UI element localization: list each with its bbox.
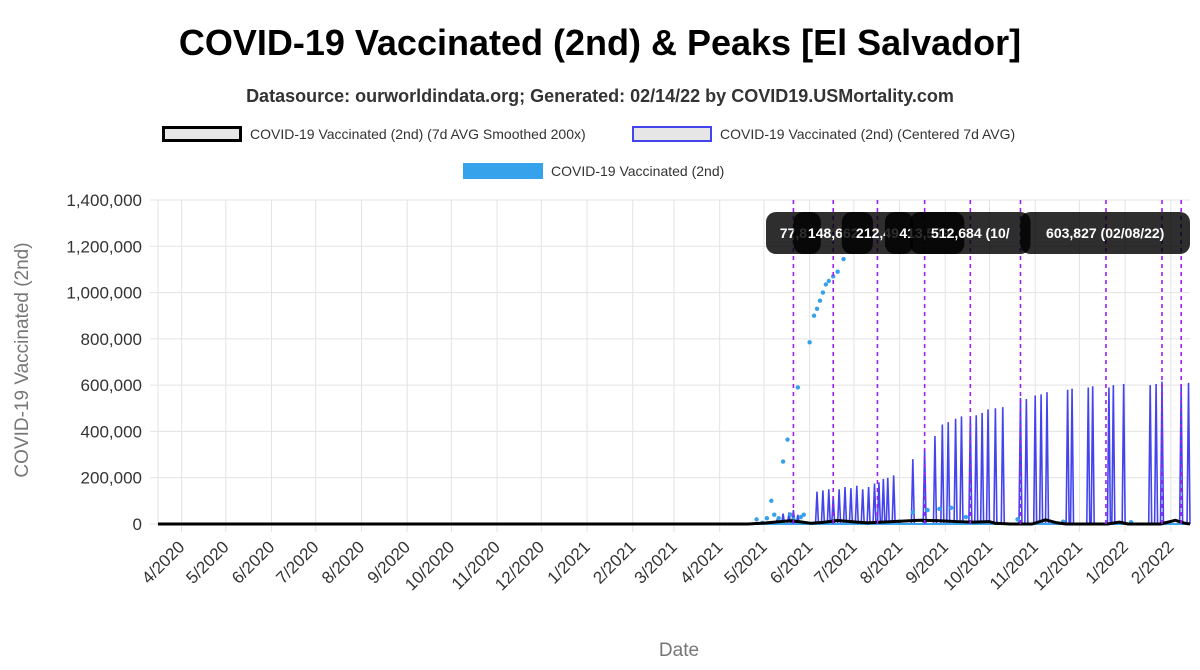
y-axis-ticks: 0 200,000 400,000 600,000 800,000 1,000,000 1,… [66,191,142,534]
y-axis-label: COVID-19 Vaccinated (2nd) [12,242,33,477]
legend-item-smoothed[interactable]: COVID-19 Vaccinated (2nd) (7d AVG Smooth… [162,126,586,142]
x-tick-label: 1/2021 [544,537,594,587]
daily-point [841,256,846,262]
x-tick-label: 4/2021 [676,537,726,587]
x-tick-label: 2/2022 [1127,537,1177,587]
legend-label-smoothed: COVID-19 Vaccinated (2nd) (7d AVG Smooth… [250,126,586,142]
chart-subtitle: Datasource: ourworldindata.org; Generate… [246,86,954,106]
x-tick-label: 7/2020 [272,537,322,587]
x-tick-label: 4/2020 [138,537,188,587]
y-tick-label: 1,000,000 [66,284,142,303]
y-tick-label: 400,000 [81,422,142,441]
smoothed-line [158,518,1191,526]
y-tick-label: 1,200,000 [66,237,142,256]
y-tick-label: 1,400,000 [66,191,142,210]
legend-item-daily[interactable]: COVID-19 Vaccinated (2nd) [463,163,724,179]
x-tick-label: 2/2021 [589,537,639,587]
daily-point [785,437,790,442]
x-tick-label: 3/2021 [631,537,681,587]
daily-point [814,306,820,311]
x-tick-label: 8/2020 [318,537,368,587]
y-tick-label: 800,000 [81,330,142,349]
peak-annotation-label: 603,827 (02/08/22) [1046,225,1164,241]
x-axis-label: Date [659,640,699,661]
daily-point [826,278,831,284]
daily-point [754,517,759,522]
legend-item-centered[interactable]: COVID-19 Vaccinated (2nd) (Centered 7d A… [632,126,1015,142]
daily-point [764,516,770,521]
daily-point [798,514,803,520]
daily-point [823,282,829,287]
daily-point [776,516,781,521]
daily-point [795,385,801,390]
x-tick-label: 12/2021 [1029,537,1086,594]
daily-point [801,512,806,517]
legend-swatch-smoothed [162,126,242,142]
x-tick-label: 10/2020 [401,537,458,594]
x-tick-label: 8/2021 [856,537,906,587]
daily-point [948,505,954,510]
series-smoothed-line [158,518,1191,526]
y-tick-label: 0 [133,515,142,534]
daily-point [769,498,774,504]
x-tick-label: 10/2021 [939,537,996,594]
legend-swatch-daily [463,163,543,179]
peak-annotation-box [1020,212,1190,254]
daily-point [1015,517,1020,522]
y-tick-label: 600,000 [81,376,142,395]
daily-point [937,506,942,512]
x-tick-label: 5/2020 [182,537,232,587]
daily-point [780,459,786,464]
peak-annotation-label: 512,684 (10/ [931,225,1010,241]
daily-point [820,290,826,295]
daily-point [910,510,916,515]
daily-point [788,512,793,517]
x-tick-label: 1/2022 [1082,537,1132,587]
x-tick-label: 12/2020 [491,537,548,594]
x-tick-label: 5/2021 [721,537,771,587]
daily-point [925,507,930,513]
x-tick-label: 6/2020 [228,537,278,587]
x-axis-ticks: 4/20205/20206/20207/20208/20209/202010/2… [138,537,1177,594]
daily-point [811,313,817,318]
daily-point [963,514,969,520]
legend-label-daily: COVID-19 Vaccinated (2nd) [551,163,725,179]
peak-annotation-box [910,212,1031,254]
legend-label-centered: COVID-19 Vaccinated (2nd) (Centered 7d A… [720,126,1016,142]
chart-title: COVID-19 Vaccinated (2nd) & Peaks [El Sa… [178,22,1022,63]
legend-swatch-centered [632,126,712,142]
daily-point [807,340,812,345]
daily-point [772,512,777,517]
daily-point [835,269,840,274]
daily-point [831,274,836,279]
daily-point [817,298,823,303]
x-tick-label: 6/2021 [766,537,816,587]
y-tick-label: 200,000 [81,469,142,488]
x-tick-label: 7/2021 [810,537,860,587]
